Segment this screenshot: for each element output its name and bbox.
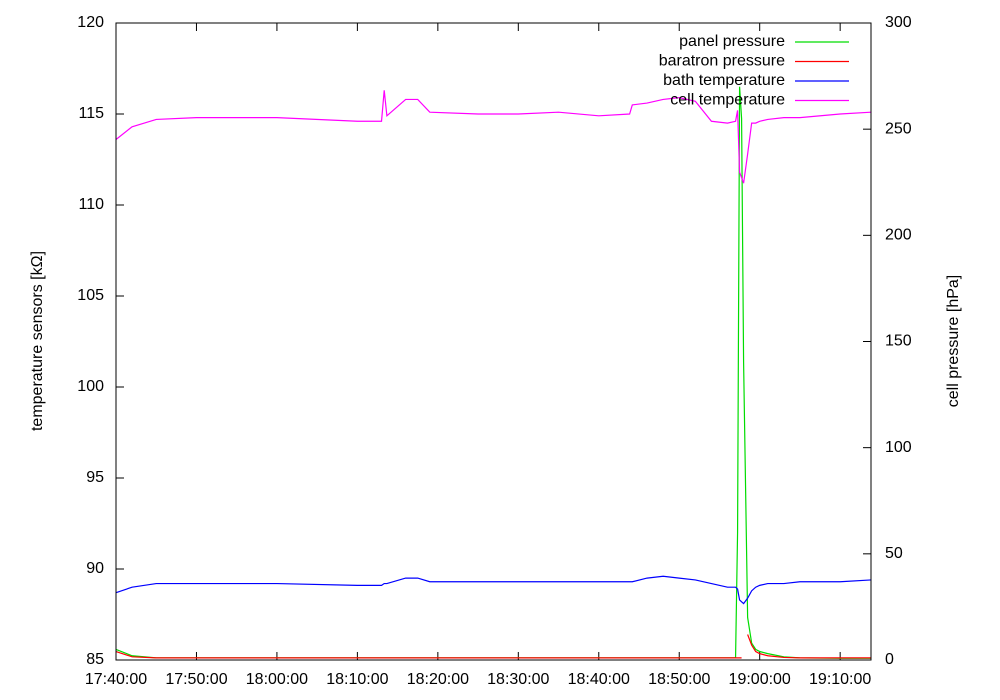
y2-tick-label: 250	[885, 120, 912, 137]
y2-tick-label: 50	[885, 545, 903, 562]
x-tick-label: 17:50:00	[165, 671, 227, 688]
legend-label: bath temperature	[663, 72, 785, 89]
y-tick-label: 85	[86, 651, 104, 668]
y2-tick-label: 150	[885, 333, 912, 350]
x-tick-label: 18:00:00	[246, 671, 308, 688]
x-tick-label: 18:50:00	[648, 671, 710, 688]
x-tick-label: 19:00:00	[729, 671, 791, 688]
x-tick-label: 19:10:00	[809, 671, 871, 688]
y2-tick-label: 100	[885, 439, 912, 456]
legend-label: baratron pressure	[659, 53, 785, 70]
y-tick-label: 120	[77, 14, 104, 31]
series-line	[115, 86, 871, 659]
x-tick-label: 18:10:00	[326, 671, 388, 688]
y2-tick-label: 0	[885, 651, 894, 668]
series-line	[115, 634, 871, 659]
y-tick-label: 110	[78, 196, 104, 213]
y-tick-label: 95	[86, 469, 104, 486]
legend-label: panel pressure	[679, 33, 785, 50]
y-tick-label: 100	[77, 378, 104, 395]
y-tick-label: 90	[86, 560, 104, 577]
y2-tick-label: 300	[885, 14, 912, 31]
x-tick-label: 17:40:00	[85, 671, 147, 688]
y2-axis-label: cell pressure [hPa]	[945, 275, 962, 408]
series-line	[115, 575, 872, 605]
y-tick-label: 105	[77, 287, 104, 304]
y-axis-label: temperature sensors [kΩ]	[29, 251, 46, 431]
y2-tick-label: 200	[885, 227, 912, 244]
x-tick-label: 18:30:00	[487, 671, 549, 688]
legend-label: cell temperature	[670, 92, 785, 109]
x-tick-label: 18:40:00	[568, 671, 630, 688]
plot-frame	[115, 22, 872, 661]
y-tick-label: 115	[78, 105, 104, 122]
x-tick-label: 18:20:00	[407, 671, 469, 688]
series-line	[115, 90, 872, 184]
